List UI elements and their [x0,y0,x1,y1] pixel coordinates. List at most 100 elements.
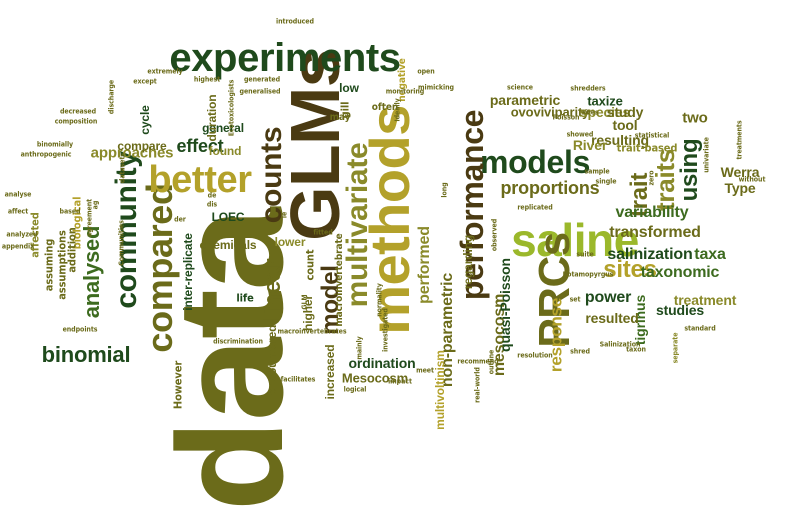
cloud-word: study [606,104,644,120]
cloud-word: Mesocosm [341,370,409,386]
cloud-word: without [738,175,766,184]
cloud-word: counts [255,126,288,224]
cloud-word: effect [176,136,224,156]
cloud-word: Ecotoxicologists [227,79,236,137]
cloud-word: response [546,297,566,373]
cloud-word: analyse [4,190,32,199]
cloud-word: shredders [570,84,606,93]
cloud-word: separate [671,332,680,364]
cloud-word: ovoviviparity [510,104,590,120]
cloud-word: suite [576,250,594,259]
cloud-word: may [329,112,351,123]
cloud-word: de [207,191,217,200]
cloud-word: recommend [457,357,499,366]
cloud-word: binomially [36,140,74,149]
cloud-word: low [339,81,359,95]
cloud-word: open [417,67,435,76]
cloud-word: discharge [107,79,116,115]
cloud-word: dis [206,200,218,209]
cloud-word: generalised [239,87,281,96]
cloud-word: analyzed [6,230,38,239]
cloud-word: investigated [381,308,390,352]
cloud-word: science [507,83,533,92]
cloud-word: approaches [90,144,174,162]
cloud-word: composition [54,117,98,126]
cloud-word: models [479,144,591,180]
cloud-word: showed [566,130,594,139]
cloud-word: assuming [42,238,56,292]
cloud-word: long [440,182,449,198]
cloud-word: two [682,109,708,127]
cloud-word: life [236,291,254,305]
cloud-word: observed [490,218,499,252]
cloud-word: community [110,151,143,309]
cloud-word: appendix [1,242,35,251]
cloud-word: facilitates [280,375,316,384]
cloud-word: proportions [500,178,600,198]
cloud-word: better [148,159,252,201]
cloud-word: treatments [735,120,744,160]
cloud-word: except [133,77,157,86]
cloud-word: increased [323,344,337,400]
cloud-word: mimicking [418,83,454,92]
cloud-word: normality [375,283,384,317]
cloud-word: shred [570,347,590,356]
cloud-word: compare [117,139,167,153]
cloud-word: highest [193,75,221,84]
cloud-word: real-world [473,367,482,403]
cloud-word: set [569,295,581,304]
cloud-word: based [59,207,81,216]
cloud-word: traits [650,148,680,212]
cloud-word: zero [647,170,656,186]
cloud-word: inter-replicate [181,233,195,311]
cloud-word: sizes [581,108,599,117]
cloud-word: variability [615,204,689,221]
cloud-word: decreased [59,107,97,116]
cloud-word: analysed [79,225,104,319]
cloud-word: macroinvertebrate [334,233,345,327]
cloud-word: ie [280,211,289,219]
cloud-word: generated [243,75,281,84]
cloud-word: endpoints [62,325,98,334]
cloud-word: power [584,289,632,306]
cloud-word: taxon [626,345,646,354]
cloud-word: ordination [348,355,416,371]
cloud-word: replicated [517,203,553,212]
cloud-word: species [579,104,631,120]
cloud-word: sites [603,256,657,283]
cloud-word: Werra [720,164,760,180]
cloud-word: taxize [587,93,623,109]
cloud-word: However [171,360,185,410]
cloud-word: Potamopyrgus [562,270,614,279]
cloud-word: duration [205,94,219,142]
cloud-word: count [303,249,317,281]
cloud-word: assumptions [55,230,69,300]
cloud-word: general [202,121,244,135]
cloud-word: encountered [265,324,279,396]
cloud-word: resolution [517,351,553,360]
cloud-word: resulting [591,132,649,148]
cloud-word: sample [584,167,610,176]
cloud-word: quasi-Poisson [497,258,513,352]
cloud-word: studies [655,302,705,318]
cloud-word: using [676,138,703,202]
cloud-word: extremely [147,67,183,76]
cloud-word: impact [388,377,412,386]
cloud-word: taxonomic [640,264,720,281]
cloud-word: univariate [702,137,711,173]
cloud-word: binomial [41,342,131,367]
cloud-word: resulted [585,310,639,326]
cloud-word: monitoring [385,87,425,96]
cloud-word: found [208,144,242,158]
cloud-word: fitted [313,228,333,237]
cloud-word: Salinization [599,340,641,349]
cloud-word: transformed [609,224,701,241]
cloud-word: statistical [634,131,670,140]
cloud-word: Ideally [393,98,402,122]
cloud-word: Type [724,180,756,196]
cloud-word: multivoltinism [433,350,447,430]
cloud-word: performed [416,226,433,304]
cloud-word: mainly [355,336,364,360]
cloud-word: meet [416,366,434,375]
